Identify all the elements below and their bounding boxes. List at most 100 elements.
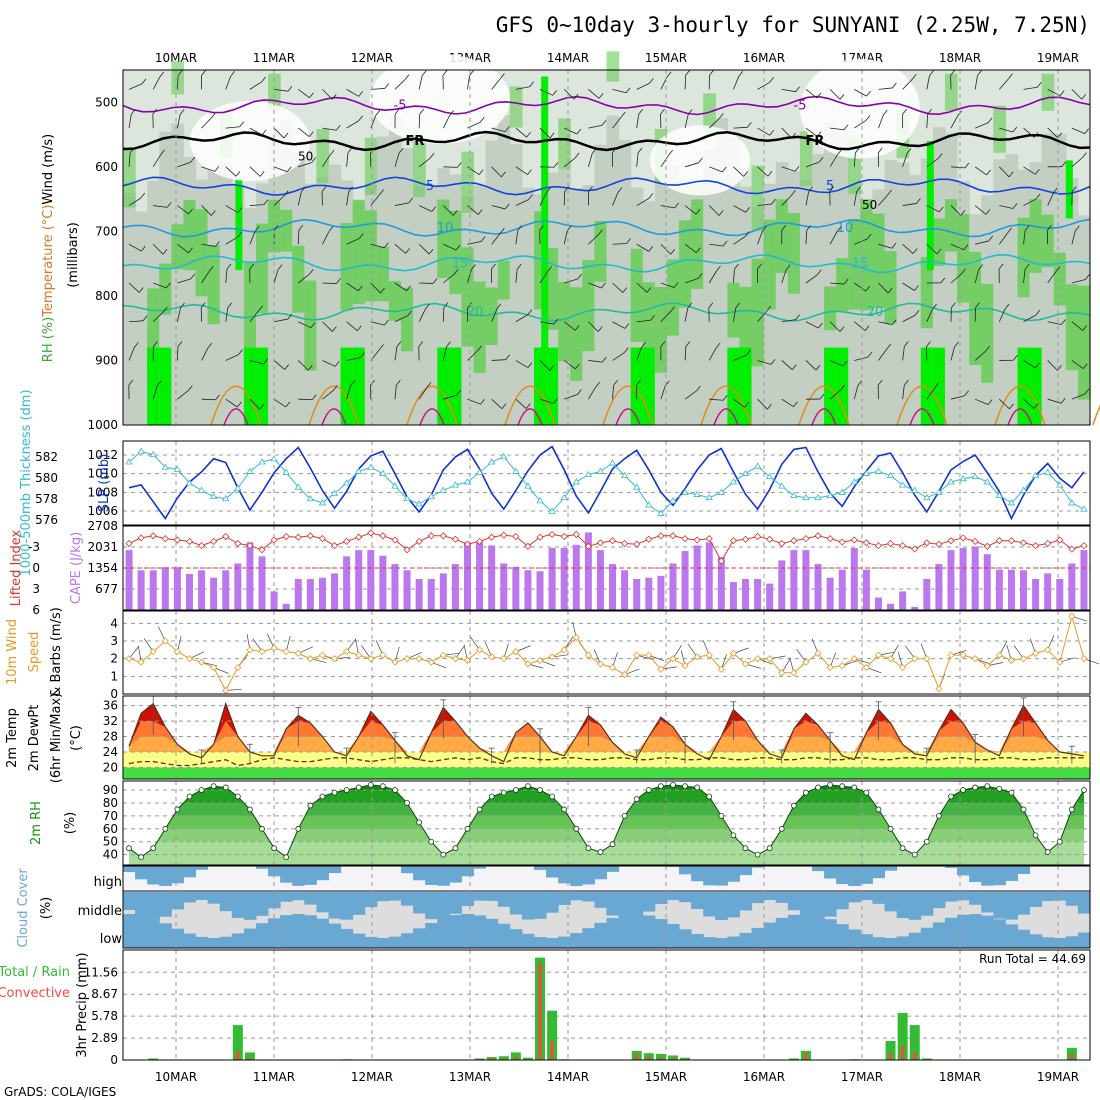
rh-streak [541, 76, 549, 361]
wind-barb [902, 243, 914, 254]
wind-speed-marker [741, 660, 750, 668]
surface-wind-barb [672, 644, 682, 659]
rh-band [129, 828, 1084, 842]
wind-barb [539, 271, 549, 284]
isotherm-label: FR [806, 134, 825, 149]
wind-barb [999, 398, 1010, 410]
high-cloud-bar [425, 866, 438, 885]
middle-cloud-bar [896, 892, 910, 919]
wind-barb [829, 389, 841, 400]
lifted-index-marker [149, 532, 157, 540]
upper-air-ylabel-part: RH (%) [41, 317, 56, 362]
lifted-index-marker [1080, 542, 1088, 550]
lifted-index-marker [814, 532, 822, 540]
wind-speed-marker [210, 663, 218, 672]
wind-barb-flag [762, 225, 767, 232]
wind-barb [974, 205, 987, 215]
wind-barb-flag [929, 70, 934, 76]
wind-barb [249, 231, 256, 245]
wind-barb-flag [491, 263, 496, 270]
wind-barb-flag [617, 187, 623, 193]
thickness-marker [705, 493, 713, 501]
thickness-marker [197, 486, 206, 493]
low-cloud-bar [630, 914, 644, 948]
wind-barb-flag [794, 166, 800, 172]
wind-speed-marker [560, 646, 568, 654]
rh-column [836, 257, 849, 312]
rh-column [594, 144, 608, 425]
rh-column [280, 209, 293, 252]
isotherm-label: 5 [826, 179, 834, 194]
temp-axis-label-3: (6hr Min/Max) [49, 693, 64, 783]
rh-column [159, 263, 172, 315]
middle-cloud-bar [352, 892, 366, 915]
middle-cloud-bar [1017, 892, 1031, 915]
wind-barb [201, 166, 215, 172]
cape-bar [572, 544, 580, 610]
lifted-index-marker [536, 533, 544, 541]
wind-barb-flag [829, 186, 835, 192]
wind-barb [152, 154, 161, 168]
wind-barb-flag [685, 341, 691, 347]
wind-barb [322, 390, 334, 400]
rh-column [316, 177, 330, 425]
lifted-index-marker [451, 535, 459, 543]
wind-barb-flag [638, 108, 643, 115]
middle-cloud-bar [775, 892, 789, 903]
wind-barb-flag [987, 117, 993, 124]
wind-barb-flag [719, 113, 724, 119]
wind-barb-flag [237, 401, 242, 408]
rh2m-marker [537, 787, 543, 793]
cape-bar [161, 567, 169, 610]
wind-barb-flag [735, 302, 741, 309]
thickness-marker [234, 484, 242, 491]
wind-barb [418, 114, 421, 129]
surface-wind-barb [455, 645, 465, 659]
wind-barb [853, 152, 856, 167]
lifted-index-marker [234, 539, 242, 548]
cape-bar [355, 550, 363, 610]
lifted-index-marker [355, 533, 363, 541]
wind-barb-flag [309, 92, 314, 99]
wind-barb-flag [745, 207, 751, 213]
wind-barb-flag [1061, 161, 1067, 167]
credit-text: GrADS: COLA/IGES [4, 1085, 116, 1099]
wind-barb-flag [261, 129, 267, 136]
lifted-index-marker [596, 539, 605, 547]
wind-barb-flag [407, 310, 412, 317]
wind-barb-flag [818, 322, 823, 329]
wind-barb [999, 232, 1008, 245]
cape-bar [331, 573, 339, 610]
wind-barb-flag [504, 203, 510, 210]
wind-barb [781, 360, 793, 371]
rh-column [316, 128, 330, 184]
wind-barb [418, 243, 430, 255]
wind-barb-flag [545, 187, 551, 194]
wind-barb-flag [153, 341, 158, 347]
wind-barb-flag [601, 356, 607, 363]
wind-barb [636, 114, 640, 129]
rh-column [123, 147, 136, 208]
wind-barb-flag [660, 108, 665, 115]
middle-cloud-bar [751, 892, 765, 904]
low-cloud-bar [751, 927, 765, 948]
thickness-marker [753, 462, 762, 469]
wind-barb [926, 114, 929, 129]
rh-column [1041, 133, 1055, 426]
isotherm-line [122, 253, 1091, 274]
wind-speed-marker [911, 655, 919, 663]
wind-barb [588, 124, 603, 129]
cape-bar [500, 563, 508, 610]
rh-column [570, 287, 583, 381]
wind-barb [443, 166, 458, 168]
rh-column [509, 143, 523, 426]
wind-barb-flag [1084, 388, 1090, 395]
wind-barb-flag [986, 169, 991, 176]
wind-barb [346, 282, 359, 292]
wind-speed-marker [596, 660, 605, 668]
wind-speed-marker [137, 658, 145, 666]
lifted-index-marker [754, 532, 762, 541]
low-cloud-bar [316, 918, 329, 948]
wind-barb [878, 194, 888, 206]
